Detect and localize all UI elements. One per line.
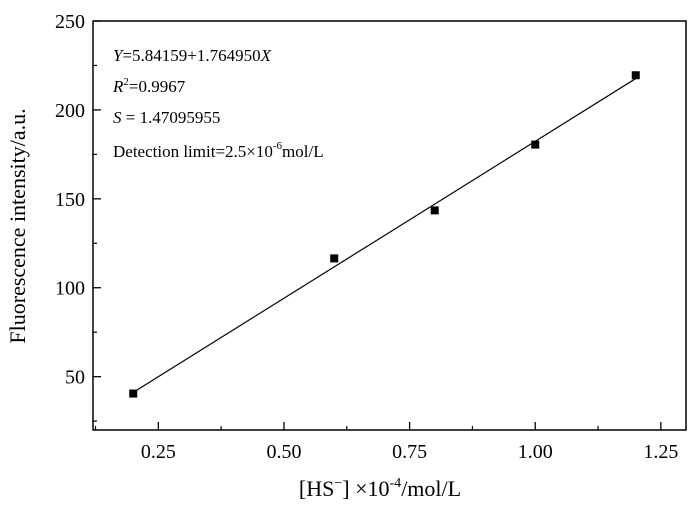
x-tick-label: 0.50	[266, 441, 301, 463]
x-tick-label: 0.75	[392, 441, 427, 463]
equation-annotation: Y=5.84159+1.764950X	[113, 46, 272, 65]
detection-limit-annotation: Detection limit=2.5×10-6mol/L	[113, 140, 324, 161]
x-tick-label: 1.25	[643, 441, 678, 463]
fit-line	[132, 78, 637, 393]
x-tick-label: 1.00	[518, 441, 553, 463]
data-point	[631, 71, 640, 80]
axis-tick-labels: 0.25 0.50 0.75 1.00 1.25 50 100 150 200 250	[55, 11, 678, 463]
plot-frame	[92, 20, 687, 431]
annotations: Y=5.84159+1.764950X R2=0.9967 S = 1.4709…	[112, 46, 324, 161]
x-tick-label: 0.25	[141, 441, 176, 463]
data-point	[129, 389, 138, 398]
data-point	[430, 206, 439, 215]
axis-ticks	[93, 20, 662, 430]
y-tick-label: 100	[55, 278, 85, 300]
data-point	[531, 140, 540, 149]
data-point	[330, 254, 339, 263]
s-annotation: S = 1.47095955	[113, 108, 220, 127]
y-tick-label: 200	[55, 100, 85, 122]
r-squared-annotation: R2=0.9967	[112, 76, 186, 96]
y-axis-title: Fluorescence intensity/a.u.	[5, 108, 30, 343]
x-axis-title: [HS−] ×10-4/mol/L	[299, 476, 461, 501]
y-tick-label: 250	[55, 11, 85, 33]
y-tick-label: 50	[65, 367, 85, 389]
y-tick-label: 150	[55, 189, 85, 211]
data-points	[129, 71, 640, 398]
